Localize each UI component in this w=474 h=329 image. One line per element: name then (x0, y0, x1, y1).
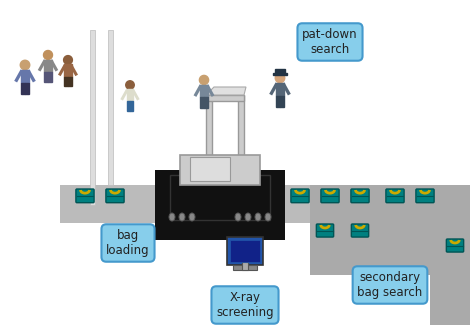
Bar (60, 185, 430, 223)
Bar (45, 60, 52, 72)
Bar (108, 30, 113, 185)
Bar (206, 95, 212, 183)
FancyBboxPatch shape (351, 224, 369, 237)
Bar (48, 72, 52, 82)
Ellipse shape (265, 213, 271, 221)
FancyBboxPatch shape (316, 224, 334, 237)
Text: pat-down
search: pat-down search (302, 28, 358, 56)
FancyBboxPatch shape (351, 189, 369, 203)
Bar (204, 97, 208, 108)
Bar (64, 77, 68, 87)
Bar (127, 89, 133, 101)
Circle shape (44, 50, 53, 60)
Bar (64, 64, 72, 77)
Ellipse shape (255, 213, 261, 221)
Ellipse shape (189, 213, 195, 221)
Bar (206, 95, 244, 101)
Bar (201, 85, 208, 97)
Bar (238, 95, 244, 183)
Ellipse shape (169, 213, 175, 221)
Bar (276, 83, 284, 96)
Bar (430, 185, 470, 325)
Circle shape (126, 81, 134, 89)
Bar (45, 72, 47, 82)
Bar (170, 175, 270, 220)
Bar (275, 68, 285, 74)
Bar (276, 96, 280, 107)
Ellipse shape (245, 213, 251, 221)
FancyBboxPatch shape (76, 189, 94, 203)
Bar (130, 101, 133, 111)
Bar (26, 83, 29, 93)
Ellipse shape (179, 213, 185, 221)
Circle shape (275, 73, 285, 83)
Text: X-ray
screening: X-ray screening (216, 291, 274, 319)
Bar (127, 101, 129, 111)
Bar (242, 262, 248, 270)
FancyBboxPatch shape (416, 189, 434, 203)
Bar (233, 265, 257, 270)
Bar (201, 97, 203, 108)
Ellipse shape (235, 213, 241, 221)
Bar (21, 70, 29, 83)
Bar (310, 185, 430, 275)
Polygon shape (206, 87, 246, 95)
Bar (68, 77, 72, 87)
Bar (190, 157, 230, 181)
Bar (281, 96, 284, 107)
Circle shape (20, 60, 30, 70)
FancyBboxPatch shape (291, 189, 309, 203)
Circle shape (64, 56, 73, 64)
Circle shape (200, 75, 209, 85)
FancyBboxPatch shape (106, 189, 124, 203)
Bar (180, 155, 260, 185)
Bar (230, 240, 260, 262)
Text: bag
loading: bag loading (106, 229, 150, 257)
FancyBboxPatch shape (447, 239, 464, 252)
Text: secondary
bag search: secondary bag search (357, 271, 423, 299)
FancyBboxPatch shape (386, 189, 404, 203)
Bar (273, 73, 287, 75)
Bar (90, 30, 95, 205)
Bar (227, 237, 263, 265)
FancyBboxPatch shape (321, 189, 339, 203)
Bar (155, 170, 285, 240)
Bar (21, 83, 25, 93)
